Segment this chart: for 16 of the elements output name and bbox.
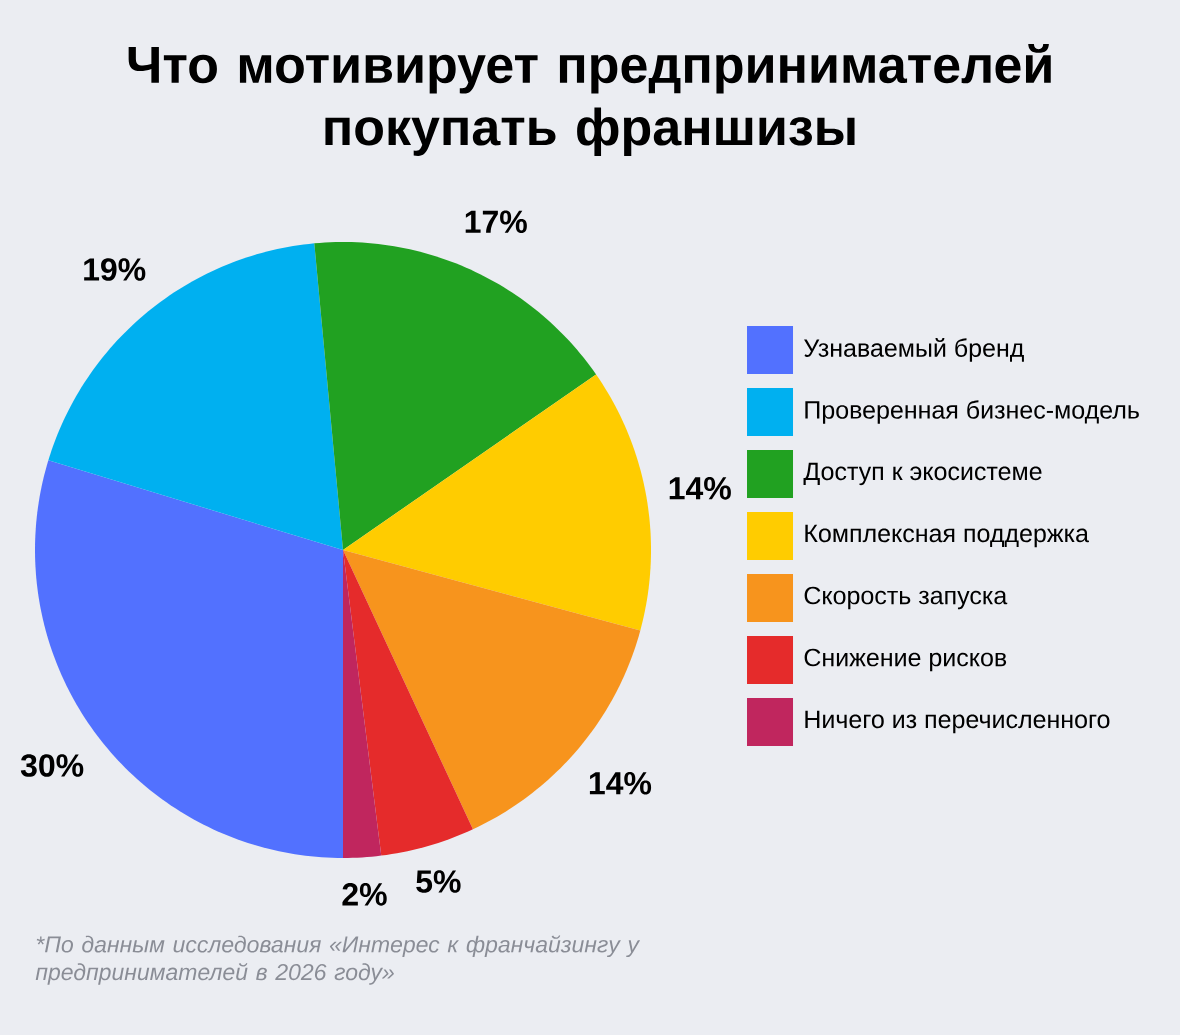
data-label: 17%: [465, 210, 527, 234]
data-label: 14%: [589, 771, 652, 795]
legend-label: Узнаваемый бренд: [804, 338, 1024, 362]
chart-title: Что мотивирует предпринимателей покупать франшизы: [128, 44, 1051, 156]
legend-label: Ничего из перечисленного: [805, 710, 1110, 734]
legend-label: Доступ к экосистеме: [803, 462, 1042, 486]
legend-label: Снижение рисков: [804, 648, 1007, 672]
data-label: 30%: [20, 754, 84, 777]
text: *По данным исследования «Интерес к франчайзингу у предпринимателей в 2026 году»: [35, 935, 641, 985]
legend-label: Проверенная бизнес-модель: [805, 400, 1139, 424]
legend-label: Комплексная поддержка: [805, 524, 1089, 548]
legend-label: Скорость запуска: [804, 586, 1008, 610]
data-label: 5%: [416, 870, 461, 893]
data-label: 19%: [84, 258, 146, 281]
data-label: 2%: [342, 883, 387, 906]
data-label: 14%: [669, 477, 731, 500]
